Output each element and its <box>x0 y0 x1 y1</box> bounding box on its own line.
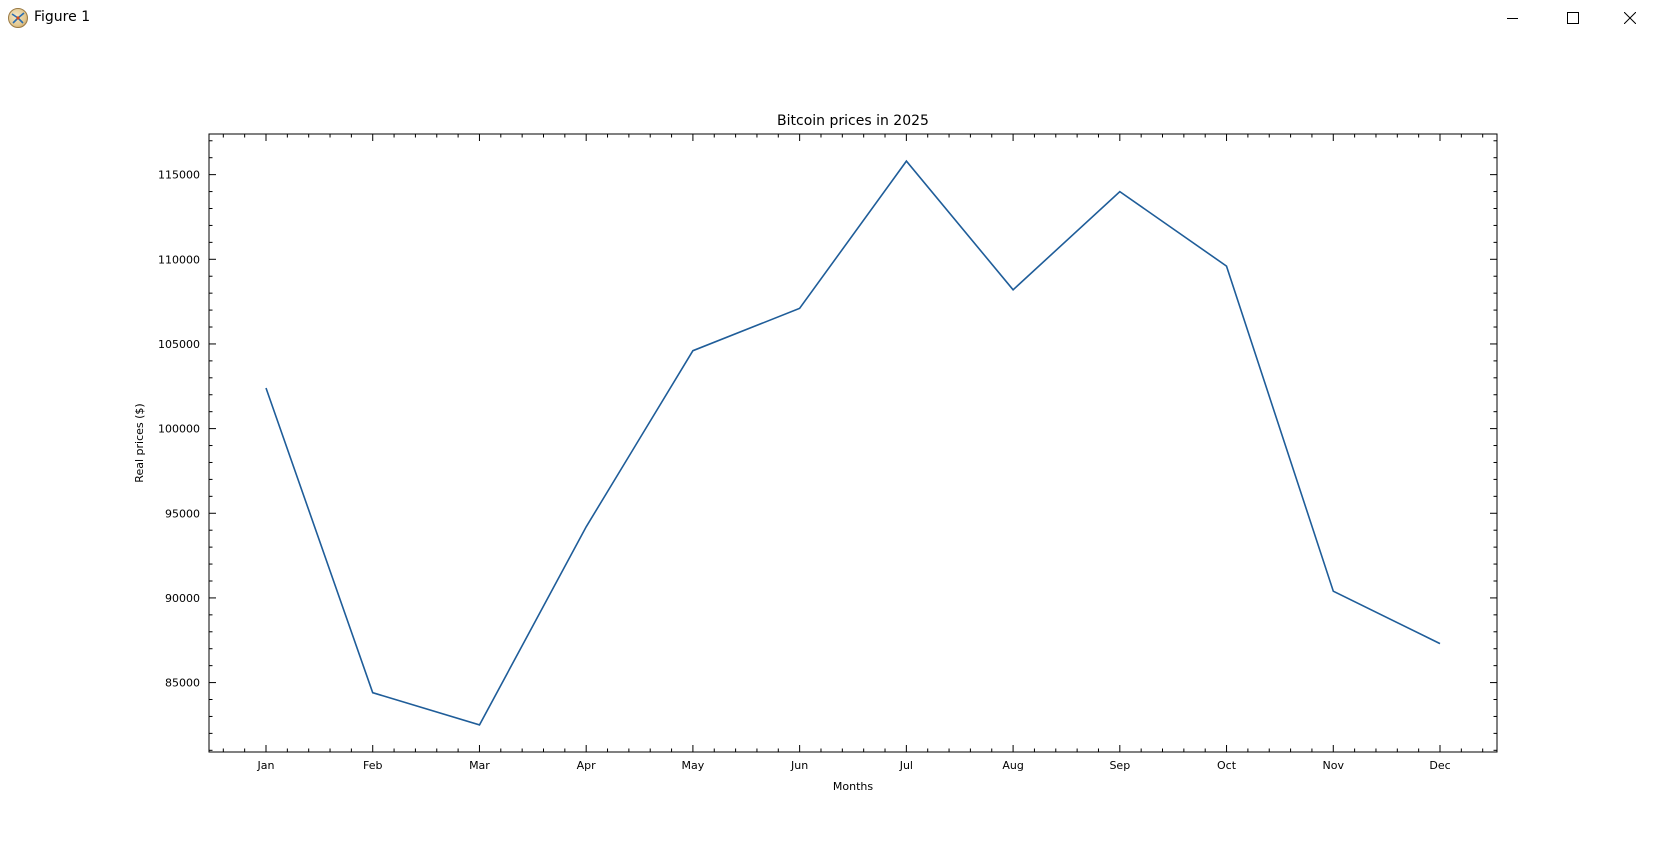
chart-title: Bitcoin prices in 2025 <box>777 113 929 129</box>
x-tick-label: Aug <box>1002 759 1023 772</box>
x-tick-label: Feb <box>363 759 382 772</box>
minimize-button[interactable] <box>1490 0 1536 36</box>
x-tick-label: Mar <box>469 759 490 772</box>
y-tick-label: 105000 <box>158 338 200 351</box>
y-tick-label: 115000 <box>158 169 200 182</box>
x-tick-label: May <box>682 759 705 772</box>
x-tick-label: Apr <box>577 759 597 772</box>
x-tick-label: Sep <box>1109 759 1130 772</box>
y-axis-label: Real prices ($) <box>133 403 146 482</box>
close-button[interactable] <box>1607 0 1653 36</box>
minimize-icon <box>1507 18 1518 19</box>
y-tick-label: 95000 <box>165 507 200 520</box>
title-bar: Figure 1 <box>0 0 1663 36</box>
axes: Jan Feb Mar Apr May Jun Jul Aug Sep Oct Nov Dec 8500… <box>158 133 1498 772</box>
maximize-button[interactable] <box>1550 0 1596 36</box>
plot-frame <box>208 133 1498 753</box>
y-tick-label: 110000 <box>158 253 200 266</box>
close-icon <box>1624 12 1636 24</box>
figure-canvas: Bitcoin prices in 2025 Months Real price… <box>0 36 1663 841</box>
y-tick-label: 85000 <box>165 677 200 690</box>
series-line <box>265 159 1441 726</box>
x-tick-label: Dec <box>1429 759 1450 772</box>
y-tick-label: 90000 <box>165 592 200 605</box>
line-chart: Bitcoin prices in 2025 Months Real price… <box>133 113 1498 793</box>
y-tick-label: 100000 <box>158 423 200 436</box>
series-group <box>265 159 1441 726</box>
x-tick-label: Oct <box>1217 759 1237 772</box>
window-title: Figure 1 <box>34 9 91 25</box>
x-axis-label: Months <box>833 780 873 793</box>
x-tick-label: Nov <box>1323 759 1345 772</box>
x-tick-label: Jul <box>899 759 913 772</box>
matplotlib-app-icon <box>8 8 28 28</box>
x-tick-label: Jan <box>257 759 275 772</box>
x-tick-label: Jun <box>790 759 808 772</box>
maximize-icon <box>1567 12 1579 24</box>
